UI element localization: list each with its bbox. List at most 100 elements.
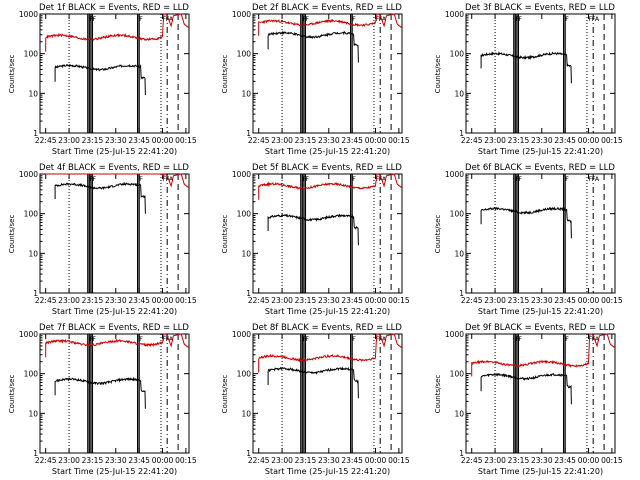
flare-label: F — [518, 335, 522, 343]
y-tick-label: 100 — [450, 210, 465, 219]
x-tick-label: 23:15 — [508, 456, 530, 465]
series-events — [267, 30, 359, 63]
x-axis-label: Start Time (25-Jul-15 22:41:20) — [265, 147, 390, 156]
x-tick-label: 23:30 — [531, 136, 553, 145]
y-axis-label: Counts/sec — [221, 375, 229, 414]
flare-label: F — [515, 175, 519, 183]
flare-label: F — [352, 175, 356, 183]
panel-title: Det 7f BLACK = Events, RED = LLD — [39, 323, 189, 333]
y-tick-label: 1 — [246, 449, 251, 458]
series-events — [54, 376, 146, 409]
flare-label: F — [92, 335, 96, 343]
plot-frame — [39, 333, 190, 454]
y-tick-label: 10 — [28, 249, 38, 258]
panel-title: Det 1f BLACK = Events, RED = LLD — [39, 3, 189, 13]
y-tick-label: 1 — [459, 289, 464, 298]
flare-label: F — [89, 15, 93, 23]
x-tick-label: 00:15 — [175, 296, 197, 305]
y-tick-label: 1 — [459, 129, 464, 138]
x-tick-label: 00:00 — [152, 456, 174, 465]
x-axis-label: Start Time (25-Jul-15 22:41:20) — [265, 307, 390, 316]
x-tick-label: 00:00 — [365, 456, 387, 465]
y-tick-label: 10 — [241, 249, 251, 258]
x-tick-label: 23:45 — [341, 456, 363, 465]
flare-label: F — [166, 175, 170, 183]
y-tick-label: 10 — [454, 249, 464, 258]
plot-frame — [252, 333, 403, 454]
flare-label: F — [592, 15, 596, 23]
x-tick-label: 22:45 — [461, 136, 483, 145]
plot-frame — [465, 333, 616, 454]
x-tick-label: 23:30 — [318, 296, 340, 305]
y-tick-label: 100 — [450, 370, 465, 379]
x-tick-label: 00:15 — [175, 136, 197, 145]
y-tick-label: 100 — [24, 50, 39, 59]
plot-frame — [39, 13, 190, 134]
panel-title: Det 8f BLACK = Events, RED = LLD — [252, 323, 402, 333]
x-tick-label: 00:00 — [365, 136, 387, 145]
flare-label: A — [595, 335, 600, 343]
x-tick-label: 23:00 — [484, 456, 506, 465]
flare-label: A — [382, 15, 387, 23]
series-lld — [471, 333, 616, 377]
flare-label: F — [89, 335, 93, 343]
flare-label: F — [305, 175, 309, 183]
x-tick-label: 00:15 — [601, 456, 623, 465]
x-tick-label: 00:15 — [175, 456, 197, 465]
x-tick-label: 23:30 — [105, 456, 127, 465]
det-panel-3: Det 3f BLACK = Events, RED = LLD 1 10 100 10… — [434, 3, 623, 156]
plot-frame — [252, 13, 403, 134]
flare-label: A — [595, 175, 600, 183]
det-panel-1: Det 1f BLACK = Events, RED = LLD 1 10 100 10… — [8, 3, 197, 156]
x-axis-label: Start Time (25-Jul-15 22:41:20) — [52, 467, 177, 476]
x-tick-label: 23:30 — [105, 136, 127, 145]
x-tick-label: 23:15 — [295, 296, 317, 305]
x-tick-label: 23:30 — [105, 296, 127, 305]
x-tick-label: 23:15 — [295, 136, 317, 145]
flare-label: A — [595, 15, 600, 23]
det-panel-8: Det 8f BLACK = Events, RED = LLD 1 10 100 10… — [221, 323, 410, 476]
flare-label: A — [169, 15, 174, 23]
y-axis-label: Counts/sec — [8, 215, 16, 254]
y-tick-label: 1 — [246, 289, 251, 298]
y-tick-label: 1000 — [445, 10, 464, 19]
flare-label: F — [588, 335, 592, 343]
y-tick-label: 1 — [33, 129, 38, 138]
flare-label: F — [92, 175, 96, 183]
y-tick-label: 1000 — [19, 10, 38, 19]
flare-label: F — [352, 15, 356, 23]
x-axis-label: Start Time (25-Jul-15 22:41:20) — [478, 147, 603, 156]
flare-label: F — [89, 175, 93, 183]
series-events — [480, 206, 572, 239]
x-tick-label: 23:45 — [128, 136, 150, 145]
x-tick-label: 23:00 — [58, 136, 80, 145]
flare-label: F — [592, 175, 596, 183]
series-events — [480, 51, 572, 84]
flare-label: F — [518, 15, 522, 23]
series-events — [54, 63, 146, 96]
y-tick-label: 100 — [237, 210, 252, 219]
plot-frame — [465, 173, 616, 294]
flare-label: F — [166, 335, 170, 343]
y-axis-label: Counts/sec — [434, 215, 442, 254]
x-tick-label: 00:15 — [601, 136, 623, 145]
x-tick-label: 23:45 — [128, 296, 150, 305]
flare-label: F — [162, 175, 166, 183]
x-tick-label: 23:15 — [508, 136, 530, 145]
series-lld — [45, 173, 190, 189]
x-tick-label: 00:00 — [578, 456, 600, 465]
flare-label: F — [565, 15, 569, 23]
x-axis-label: Start Time (25-Jul-15 22:41:20) — [265, 467, 390, 476]
y-tick-label: 10 — [241, 409, 251, 418]
x-axis-label: Start Time (25-Jul-15 22:41:20) — [52, 147, 177, 156]
y-tick-label: 10 — [28, 89, 38, 98]
y-tick-label: 100 — [24, 370, 39, 379]
panel-title: Det 9f BLACK = Events, RED = LLD — [465, 323, 615, 333]
y-tick-label: 1000 — [232, 10, 251, 19]
y-tick-label: 10 — [28, 409, 38, 418]
panel-title: Det 6f BLACK = Events, RED = LLD — [465, 163, 615, 173]
series-lld — [45, 333, 190, 358]
x-tick-label: 23:00 — [271, 456, 293, 465]
det-panel-9: Det 9f BLACK = Events, RED = LLD 1 10 100 10… — [434, 323, 623, 476]
x-tick-label: 00:15 — [601, 296, 623, 305]
